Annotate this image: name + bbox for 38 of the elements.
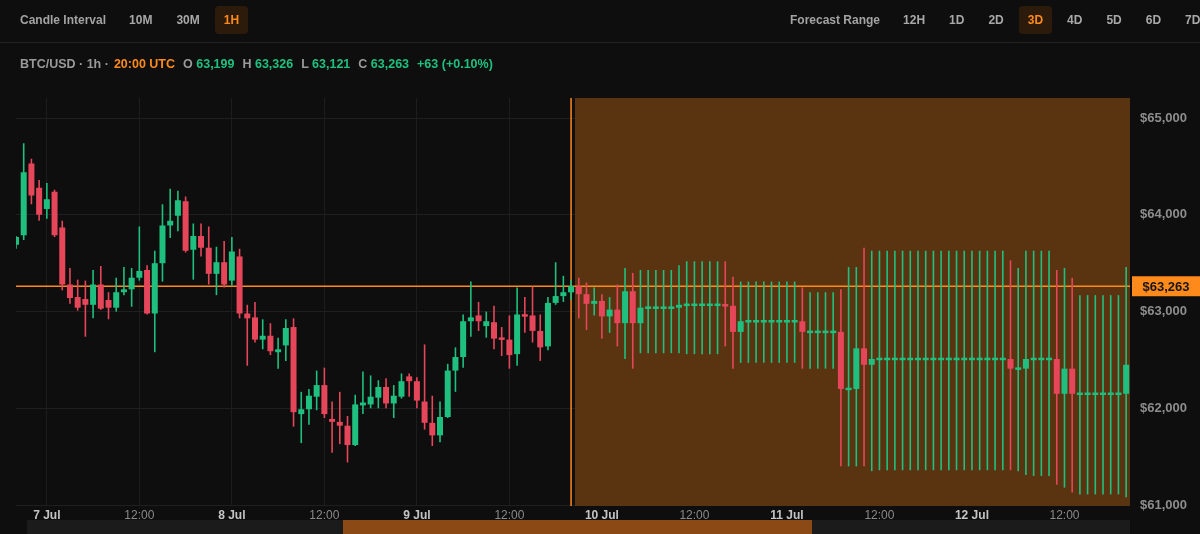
chart-title: BTC/USD · 1h ·: [20, 57, 109, 71]
x-tick-label: 12:00: [494, 507, 525, 522]
x-tick-label: 12:00: [309, 507, 340, 522]
x-tick-label: 9 Jul: [403, 507, 431, 522]
text: 12H: [902, 12, 927, 29]
x-tick-label: 8 Jul: [218, 507, 246, 522]
x-tick-label: 12:00: [679, 507, 710, 522]
x-tick-label: 10 Jul: [584, 507, 619, 522]
text: Candle Interval: [20, 13, 107, 27]
x-tick-label: 11 Jul: [770, 507, 804, 522]
y-tick-label: $61,000: [1140, 496, 1187, 512]
text: 7D: [1184, 12, 1200, 29]
text: C 63,263: [358, 57, 410, 71]
text: Forecast Range: [790, 13, 881, 27]
text: 3D: [1027, 13, 1044, 27]
x-tick-label: 12:00: [124, 507, 155, 522]
x-tick-label: 12:00: [1049, 507, 1080, 522]
text: L 63,121: [301, 57, 351, 71]
x-tick-label: 12 Jul: [954, 507, 989, 522]
text: O 63,199: [183, 57, 235, 71]
text: 10M: [128, 12, 154, 29]
ref-line-label: $63,263: [1142, 278, 1190, 294]
y-tick-label: $63,000: [1140, 303, 1187, 319]
text: +63 (+0.10%): [417, 57, 493, 71]
chart-subtitle: 20:00 UTC: [113, 57, 176, 71]
y-tick-label: $64,000: [1140, 206, 1187, 222]
x-tick-label: 12:00: [864, 507, 895, 522]
text: 5D: [1105, 12, 1123, 29]
text: H 63,326: [242, 57, 294, 71]
y-tick-label: $65,000: [1140, 109, 1187, 125]
text: 1H: [223, 13, 240, 27]
text: 1D: [948, 12, 966, 29]
text: 30M: [175, 12, 201, 29]
text: 2D: [987, 12, 1005, 29]
text: 6D: [1144, 12, 1163, 29]
text: 4D: [1066, 12, 1084, 29]
x-tick-label: 7 Jul: [33, 507, 61, 522]
y-tick-label: $62,000: [1140, 399, 1187, 415]
